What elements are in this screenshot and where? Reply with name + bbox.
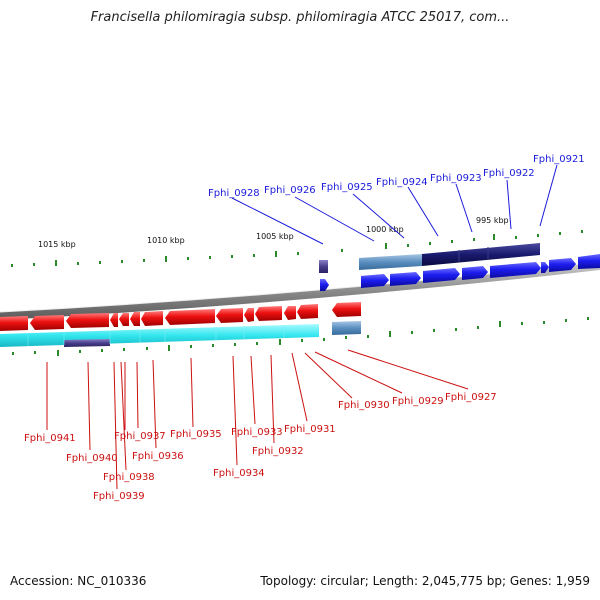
- label-fphi-0928: Fphi_0928: [208, 188, 260, 199]
- gene-fphi-0941[interactable]: [0, 316, 28, 331]
- genome-backbone: [0, 262, 600, 320]
- label-fphi-0926: Fphi_0926: [264, 185, 316, 196]
- gene-fphi-0935[interactable]: [165, 309, 215, 325]
- label-fphi-0931: Fphi_0931: [284, 424, 336, 435]
- scale-label-1000: 1000 kbp: [366, 225, 404, 234]
- gene-fphi-0921a[interactable]: [541, 262, 549, 273]
- label-fphi-0939: Fphi_0939: [93, 491, 145, 502]
- forward-leader-lines: [231, 164, 558, 245]
- gene-fphi-0924[interactable]: [423, 268, 460, 283]
- gene-fphi-0939[interactable]: [66, 313, 109, 328]
- label-fphi-0940: Fphi_0940: [66, 453, 118, 464]
- label-fphi-0936: Fphi_0936: [132, 451, 184, 462]
- gene-fphi-0933[interactable]: [244, 308, 254, 322]
- reverse-secondary-track: [0, 321, 361, 347]
- gene-fphi-0925[interactable]: [390, 272, 421, 286]
- label-fphi-0925: Fphi_0925: [321, 182, 373, 193]
- label-fphi-0937: Fphi_0937: [114, 431, 166, 442]
- label-fphi-0921: Fphi_0921: [533, 154, 585, 165]
- navy-block: [422, 243, 540, 266]
- lower-scale-ticks: [12, 317, 589, 356]
- label-fphi-0923: Fphi_0923: [430, 173, 482, 184]
- gene-fphi-0920[interactable]: [578, 254, 600, 269]
- forward-gene-labels: Fphi_0928 Fphi_0926 Fphi_0925 Fphi_0924 …: [208, 154, 585, 199]
- map-title: Francisella philomiragia subsp. philomir…: [90, 10, 510, 25]
- label-fphi-0927: Fphi_0927: [445, 392, 497, 403]
- scale-label-995: 995 kbp: [476, 216, 509, 225]
- label-fphi-0938: Fphi_0938: [103, 472, 155, 483]
- gene-fphi-0937[interactable]: [119, 313, 129, 326]
- gene-fphi-0922[interactable]: [490, 262, 541, 278]
- label-fphi-0933: Fphi_0933: [231, 427, 283, 438]
- forward-gene-track: [320, 254, 600, 291]
- label-fphi-0934: Fphi_0934: [213, 468, 265, 479]
- gene-fphi-0932[interactable]: [255, 306, 282, 321]
- upper-scale-ticks: [11, 230, 583, 267]
- accession-label: Accession: NC_010336: [10, 574, 147, 588]
- scale-labels: 1015 kbp 1010 kbp 1005 kbp 1000 kbp 995 …: [38, 216, 509, 249]
- gene-fphi-0938[interactable]: [110, 313, 118, 327]
- gene-fphi-0936[interactable]: [141, 311, 163, 326]
- gene-fphi-0930[interactable]: [297, 304, 318, 319]
- gene-fphi-0927[interactable]: [332, 302, 361, 317]
- gene-fphi-0936a[interactable]: [130, 312, 140, 326]
- gene-fphi-0931[interactable]: [284, 306, 296, 320]
- scale-label-1015: 1015 kbp: [38, 240, 76, 249]
- gene-fphi-0940[interactable]: [30, 315, 64, 330]
- gene-fphi-0923[interactable]: [462, 266, 488, 280]
- purple-block-lower: [64, 339, 110, 347]
- steel-block-lower: [332, 321, 361, 335]
- reverse-gene-track: [0, 302, 361, 331]
- label-fphi-0932: Fphi_0932: [252, 446, 304, 457]
- gene-fphi-0934[interactable]: [216, 308, 243, 323]
- scale-label-1005: 1005 kbp: [256, 232, 294, 241]
- steel-block-upper: [359, 254, 422, 270]
- scale-label-1010: 1010 kbp: [147, 236, 185, 245]
- gene-fphi-0928[interactable]: [320, 279, 329, 291]
- gene-fphi-0926[interactable]: [361, 274, 389, 288]
- purple-block: [319, 260, 328, 273]
- reverse-leader-lines: [46, 349, 469, 490]
- gene-fphi-0921[interactable]: [549, 258, 576, 272]
- label-fphi-0930: Fphi_0930: [338, 400, 390, 411]
- forward-secondary-track: [319, 243, 540, 273]
- reverse-gene-labels: Fphi_0941 Fphi_0940 Fphi_0939 Fphi_0938 …: [24, 392, 497, 502]
- label-fphi-0929: Fphi_0929: [392, 396, 444, 407]
- label-fphi-0922: Fphi_0922: [483, 168, 535, 179]
- label-fphi-0924: Fphi_0924: [376, 177, 428, 188]
- label-fphi-0941: Fphi_0941: [24, 433, 76, 444]
- genome-summary: Topology: circular; Length: 2,045,775 bp…: [260, 574, 590, 588]
- label-fphi-0935: Fphi_0935: [170, 429, 222, 440]
